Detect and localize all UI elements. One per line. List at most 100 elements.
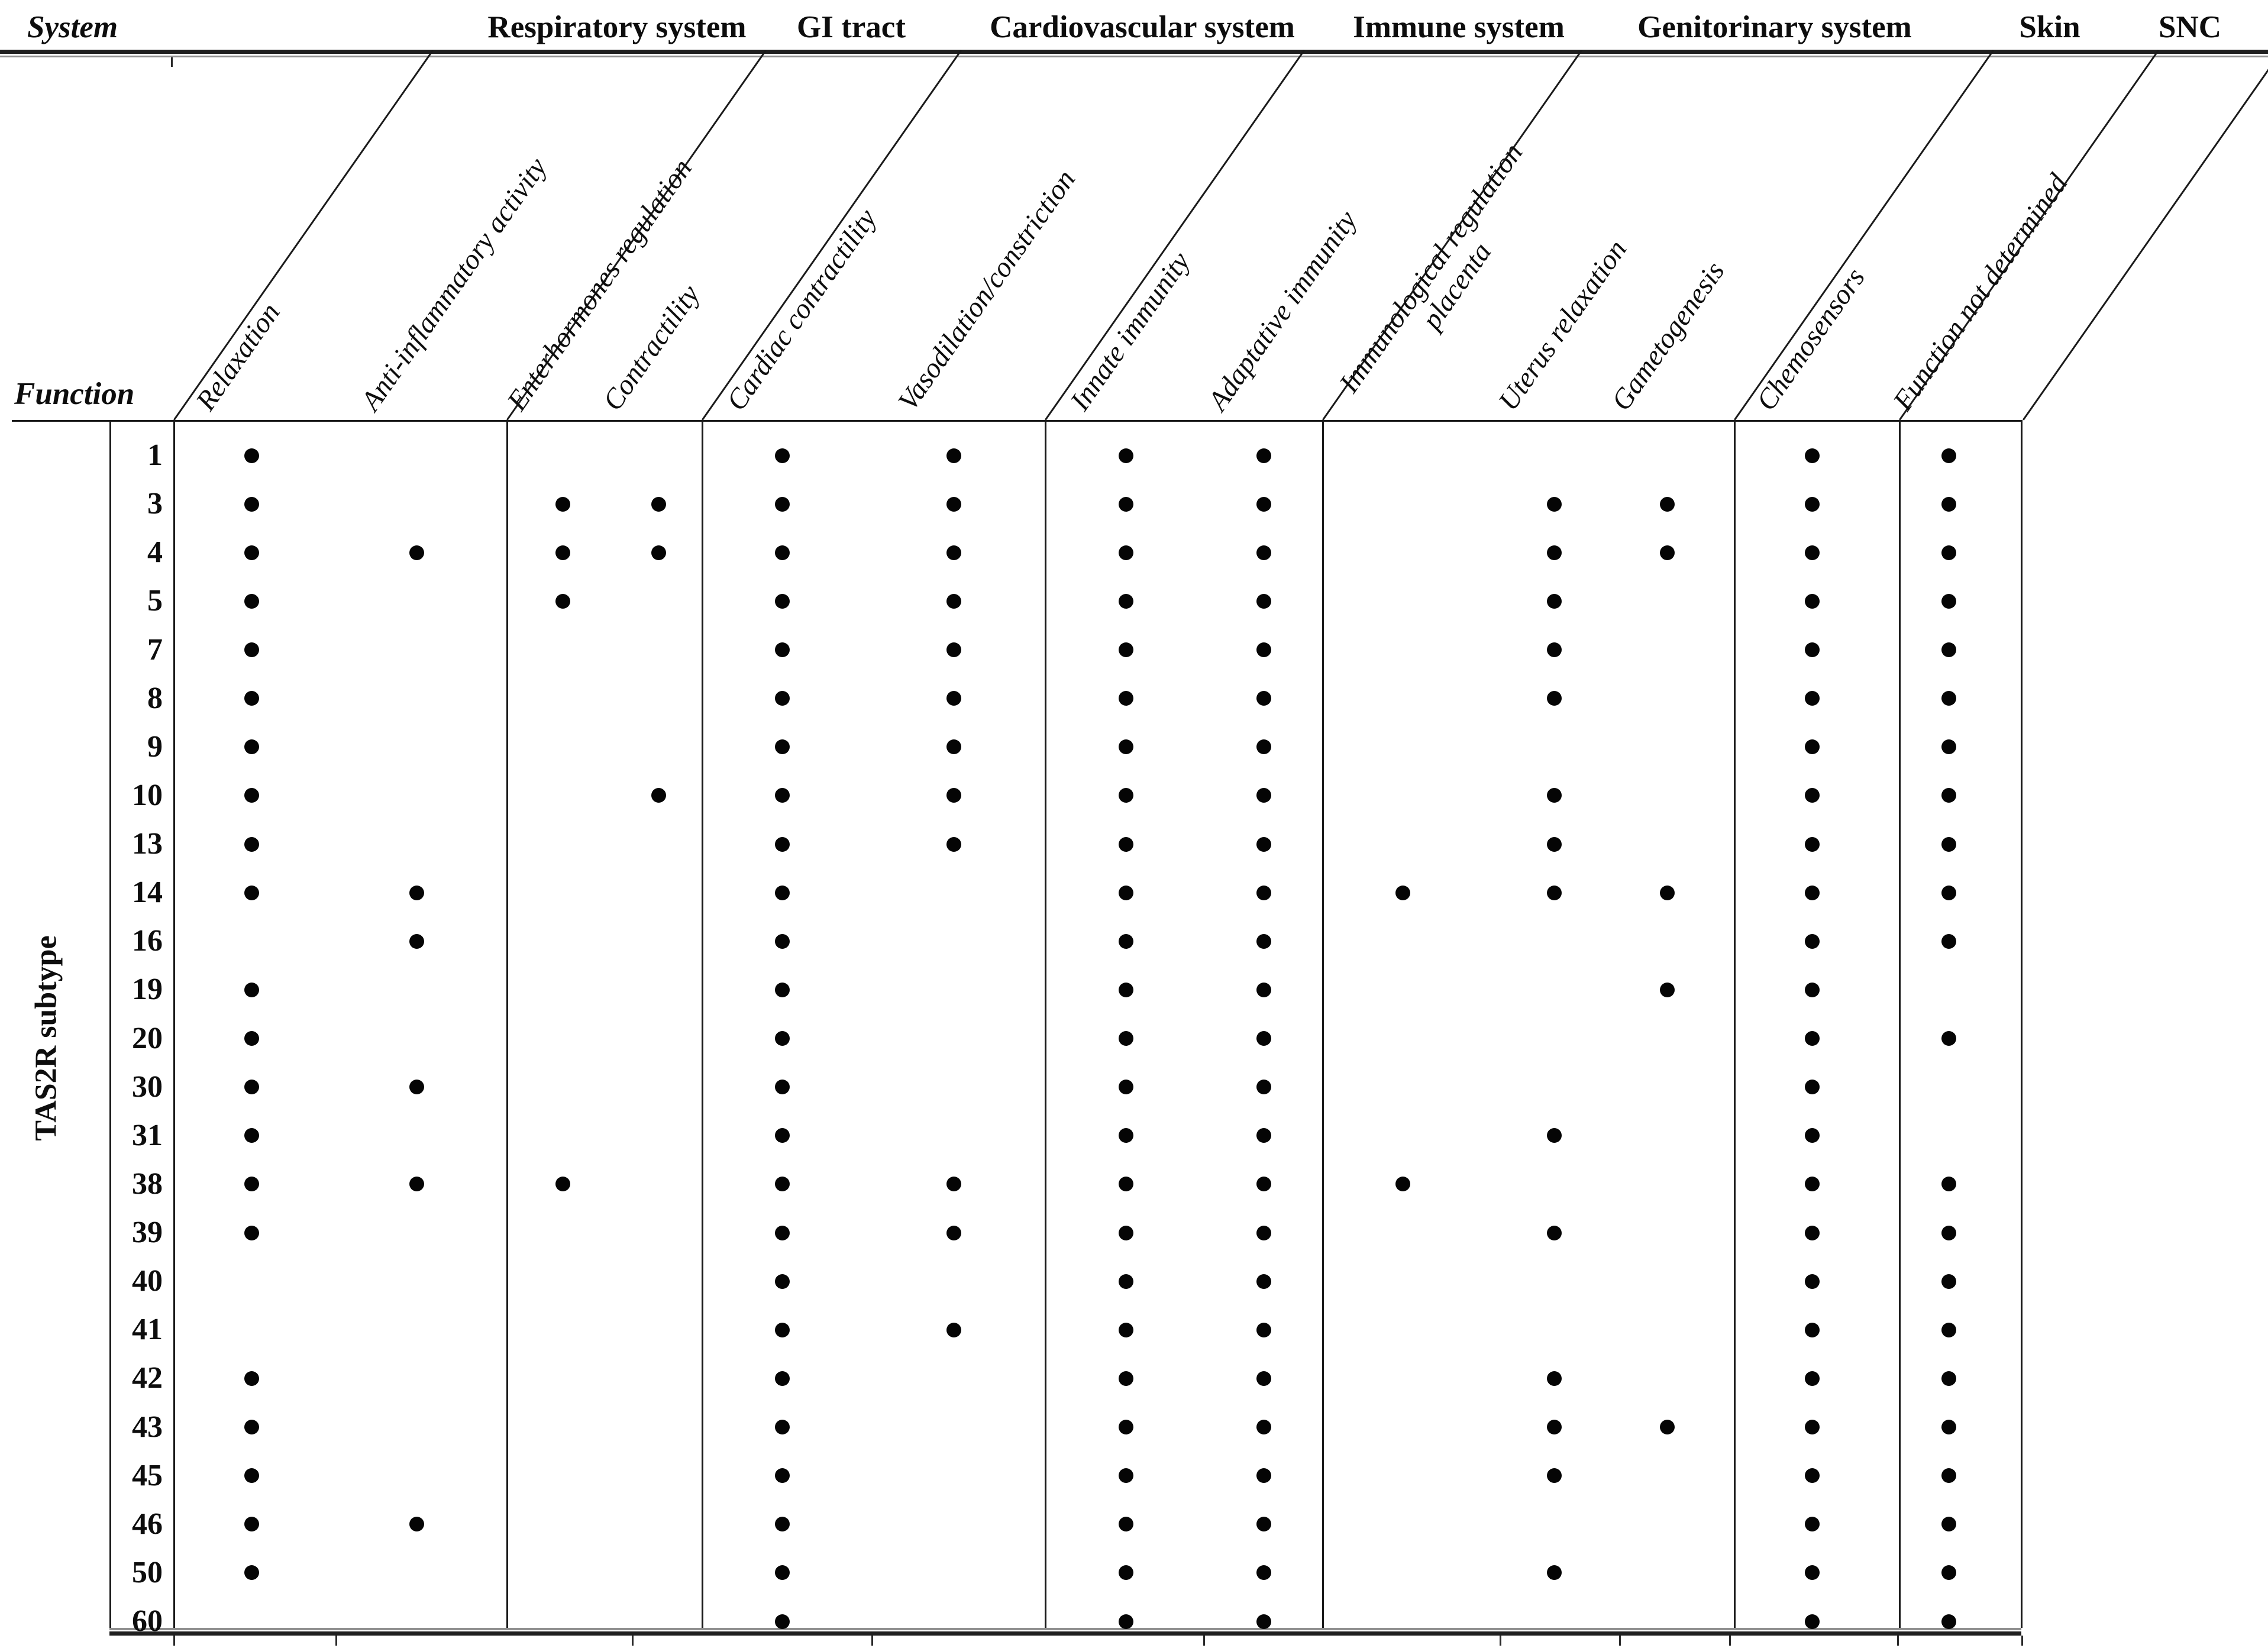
dot-tas2r31-func11 <box>1804 1128 1820 1143</box>
dot-tas2r40-func7 <box>1256 1274 1271 1289</box>
dot-tas2r39-func0 <box>244 1225 259 1240</box>
matrix-vertical-line <box>1322 420 1324 1628</box>
dot-tas2r5-func9 <box>1546 593 1562 609</box>
dot-tas2r39-func11 <box>1804 1225 1820 1240</box>
row-label-tas2r-20: 20 <box>132 1021 163 1055</box>
dot-tas2r31-func9 <box>1546 1128 1562 1143</box>
dot-tas2r50-func11 <box>1804 1565 1820 1581</box>
system-header-snc: SNC <box>2158 10 2222 44</box>
system-axis-label: System <box>27 10 118 44</box>
dot-tas2r46-func11 <box>1804 1517 1820 1532</box>
system-header-gi-tract: GI tract <box>797 10 906 44</box>
dot-tas2r42-func7 <box>1256 1371 1271 1386</box>
dot-tas2r1-func7 <box>1256 448 1271 463</box>
dot-tas2r50-func9 <box>1546 1565 1562 1581</box>
system-header-respiratory-system: Respiratory system <box>487 10 747 44</box>
row-label-tas2r-46: 46 <box>132 1507 163 1541</box>
row-label-tas2r-30: 30 <box>132 1069 163 1104</box>
dot-tas2r14-func8 <box>1395 885 1410 900</box>
dot-tas2r7-func5 <box>946 642 961 658</box>
dot-tas2r10-func0 <box>244 788 259 803</box>
bottom-axis-tick <box>871 1636 873 1646</box>
dot-tas2r14-func12 <box>1941 885 1956 900</box>
bottom-axis-tick <box>2021 1636 2023 1646</box>
dot-tas2r16-func12 <box>1941 933 1956 949</box>
dot-tas2r3-func3 <box>651 496 666 512</box>
row-label-tas2r-45: 45 <box>132 1458 163 1492</box>
dot-tas2r43-func12 <box>1941 1420 1956 1435</box>
function-label-3: Contractility <box>596 279 706 416</box>
dot-tas2r4-func9 <box>1546 545 1562 560</box>
matrix-vertical-line <box>173 420 175 1628</box>
row-label-tas2r-60: 60 <box>132 1604 163 1639</box>
dot-tas2r45-func9 <box>1546 1468 1562 1484</box>
row-label-tas2r-7: 7 <box>147 632 163 667</box>
dot-tas2r10-func3 <box>651 788 666 803</box>
dot-tas2r43-func11 <box>1804 1420 1820 1435</box>
dot-tas2r60-func7 <box>1256 1614 1271 1629</box>
dot-tas2r45-func0 <box>244 1468 259 1484</box>
row-label-tas2r-8: 8 <box>147 681 163 715</box>
dot-tas2r3-func7 <box>1256 496 1271 512</box>
dot-tas2r16-func1 <box>409 933 424 949</box>
function-label-6: Innate immunity <box>1064 246 1197 416</box>
dot-tas2r60-func4 <box>774 1614 790 1629</box>
dot-tas2r7-func12 <box>1941 642 1956 658</box>
dot-tas2r4-func2 <box>555 545 570 560</box>
row-label-tas2r-9: 9 <box>147 729 163 764</box>
matrix-vertical-line <box>1045 420 1046 1628</box>
bottom-rule-thin <box>109 1628 2021 1630</box>
dot-tas2r50-func12 <box>1941 1565 1956 1581</box>
bottom-axis-tick <box>1897 1636 1899 1646</box>
dot-tas2r14-func0 <box>244 885 259 900</box>
dot-tas2r9-func11 <box>1804 739 1820 755</box>
function-label-4: Cardiac contractility <box>720 203 883 416</box>
dot-tas2r3-func6 <box>1118 496 1133 512</box>
dot-tas2r30-func6 <box>1118 1080 1133 1095</box>
dot-tas2r19-func10 <box>1659 982 1675 997</box>
dot-tas2r20-func7 <box>1256 1031 1271 1046</box>
bottom-axis-tick <box>1203 1636 1205 1646</box>
dot-tas2r10-func4 <box>774 788 790 803</box>
top-rule-thin <box>0 56 2268 57</box>
dot-tas2r31-func6 <box>1118 1128 1133 1143</box>
row-label-tas2r-42: 42 <box>132 1361 163 1395</box>
dot-tas2r13-func6 <box>1118 836 1133 852</box>
bottom-axis-tick <box>335 1636 337 1646</box>
dot-tas2r1-func5 <box>946 448 961 463</box>
dot-tas2r9-func7 <box>1256 739 1271 755</box>
dot-tas2r9-func12 <box>1941 739 1956 755</box>
matrix-top-line <box>12 420 2023 422</box>
dot-tas2r10-func5 <box>946 788 961 803</box>
dot-tas2r38-func7 <box>1256 1177 1271 1192</box>
dot-tas2r4-func12 <box>1941 545 1956 560</box>
function-label-0: Relaxation <box>189 297 286 416</box>
dot-tas2r38-func2 <box>555 1177 570 1192</box>
dot-tas2r14-func1 <box>409 885 424 900</box>
dot-tas2r9-func4 <box>774 739 790 755</box>
dot-tas2r39-func12 <box>1941 1225 1956 1240</box>
dot-tas2r3-func11 <box>1804 496 1820 512</box>
dot-tas2r31-func7 <box>1256 1128 1271 1143</box>
dot-tas2r14-func9 <box>1546 885 1562 900</box>
dot-tas2r39-func9 <box>1546 1225 1562 1240</box>
dot-tas2r5-func11 <box>1804 593 1820 609</box>
dot-tas2r7-func6 <box>1118 642 1133 658</box>
row-label-tas2r-16: 16 <box>132 924 163 958</box>
dot-tas2r16-func4 <box>774 933 790 949</box>
dot-tas2r8-func9 <box>1546 691 1562 706</box>
dot-tas2r1-func4 <box>774 448 790 463</box>
dot-tas2r8-func5 <box>946 691 961 706</box>
dot-tas2r45-func11 <box>1804 1468 1820 1484</box>
dot-tas2r43-func4 <box>774 1420 790 1435</box>
dot-tas2r42-func12 <box>1941 1371 1956 1386</box>
bottom-axis-tick <box>1619 1636 1621 1646</box>
function-label-10: Gametogenesis <box>1605 256 1731 416</box>
dot-tas2r3-func9 <box>1546 496 1562 512</box>
dot-tas2r1-func0 <box>244 448 259 463</box>
row-label-tas2r-39: 39 <box>132 1216 163 1250</box>
dot-tas2r8-func7 <box>1256 691 1271 706</box>
dot-tas2r38-func1 <box>409 1177 424 1192</box>
dot-tas2r46-func7 <box>1256 1517 1271 1532</box>
dot-tas2r38-func11 <box>1804 1177 1820 1192</box>
